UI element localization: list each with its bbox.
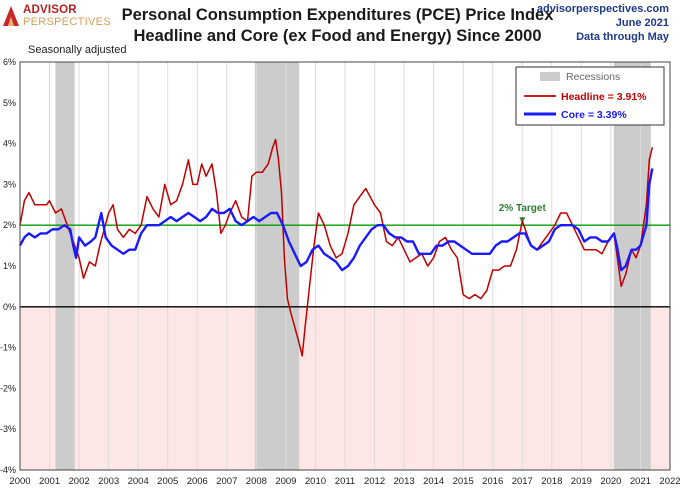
axes: -4% -3% -2% -1% 0% 1% 2% 3% 4% 5% 6% 2000 2001 2002 20… (0, 57, 680, 487)
data-note: Data through May (576, 31, 669, 43)
x-tick-label: 2013 (394, 476, 415, 487)
y-tick-label: -4% (0, 465, 16, 475)
x-tick-label: 2011 (335, 476, 355, 487)
grid-lines (49, 62, 641, 470)
x-tick-label: 2004 (128, 476, 149, 487)
x-tick-label: 2003 (98, 476, 119, 487)
x-tick-label: 2008 (246, 476, 267, 487)
x-tick-label: 2014 (423, 476, 444, 487)
publish-date: June 2021 (615, 17, 669, 29)
x-tick-label: 2016 (482, 476, 503, 487)
logo-mark-icon (3, 6, 19, 26)
chart-title: Personal Consumption Expenditures (PCE) … (121, 6, 554, 24)
target-label: 2% Target (499, 203, 547, 214)
x-tick-label: 2021 (630, 476, 651, 487)
x-tick-label: 2022 (659, 476, 680, 487)
x-tick-label: 2017 (512, 476, 533, 487)
x-tick-label: 2000 (9, 476, 30, 487)
y-tick-label: 2% (3, 220, 16, 230)
logo-text-bottom: PERSPECTIVES (23, 16, 111, 28)
recession-band-2 (254, 62, 300, 470)
legend-recession-swatch (540, 72, 560, 81)
y-tick-label: 5% (3, 98, 16, 108)
headline-line (19, 138, 654, 357)
logo-text-top: ADVISOR (23, 4, 77, 16)
y-tick-label: -2% (0, 383, 16, 393)
x-tick-label: 2002 (69, 476, 90, 487)
core-line (18, 168, 654, 272)
plot-frame (19, 61, 671, 471)
x-tick-label: 2010 (305, 476, 326, 487)
seasonal-note: Seasonally adjusted (28, 44, 127, 56)
x-tick-label: 2007 (216, 476, 237, 487)
legend-headline-label: Headline = 3.91% (561, 91, 647, 103)
legend: Recessions Headline = 3.91% Core = 3.39% (515, 66, 665, 126)
y-tick-label: 3% (3, 179, 16, 189)
y-tick-label: 1% (3, 261, 16, 271)
y-tick-label: 6% (3, 57, 16, 67)
x-tick-label: 2012 (364, 476, 385, 487)
legend-core-label: Core = 3.39% (561, 109, 627, 121)
site-url: advisorperspectives.com (536, 3, 669, 15)
source-info: advisorperspectives.com June 2021 Data t… (537, 2, 669, 44)
x-tick-label: 2018 (541, 476, 562, 487)
y-tick-label: -3% (0, 424, 16, 434)
y-tick-label: 0% (3, 302, 16, 312)
y-tick-label: -1% (0, 343, 16, 353)
x-tick-label: 2005 (157, 476, 178, 487)
x-tick-label: 2020 (600, 476, 621, 487)
x-tick-label: 2001 (39, 476, 60, 487)
x-tick-label: 2009 (275, 476, 296, 487)
advisor-perspectives-logo: ADVISOR PERSPECTIVES (2, 2, 112, 32)
x-tick-label: 2006 (187, 476, 208, 487)
legend-recession-label: Recessions (566, 71, 620, 83)
target-arrow (519, 217, 526, 224)
x-tick-label: 2019 (571, 476, 592, 487)
x-tick-label: 2015 (453, 476, 474, 487)
y-tick-label: 4% (3, 139, 16, 149)
chart-subtitle: Headline and Core (ex Food and Energy) S… (133, 27, 542, 45)
recession-band-1 (55, 62, 75, 470)
series-lines (18, 138, 654, 357)
